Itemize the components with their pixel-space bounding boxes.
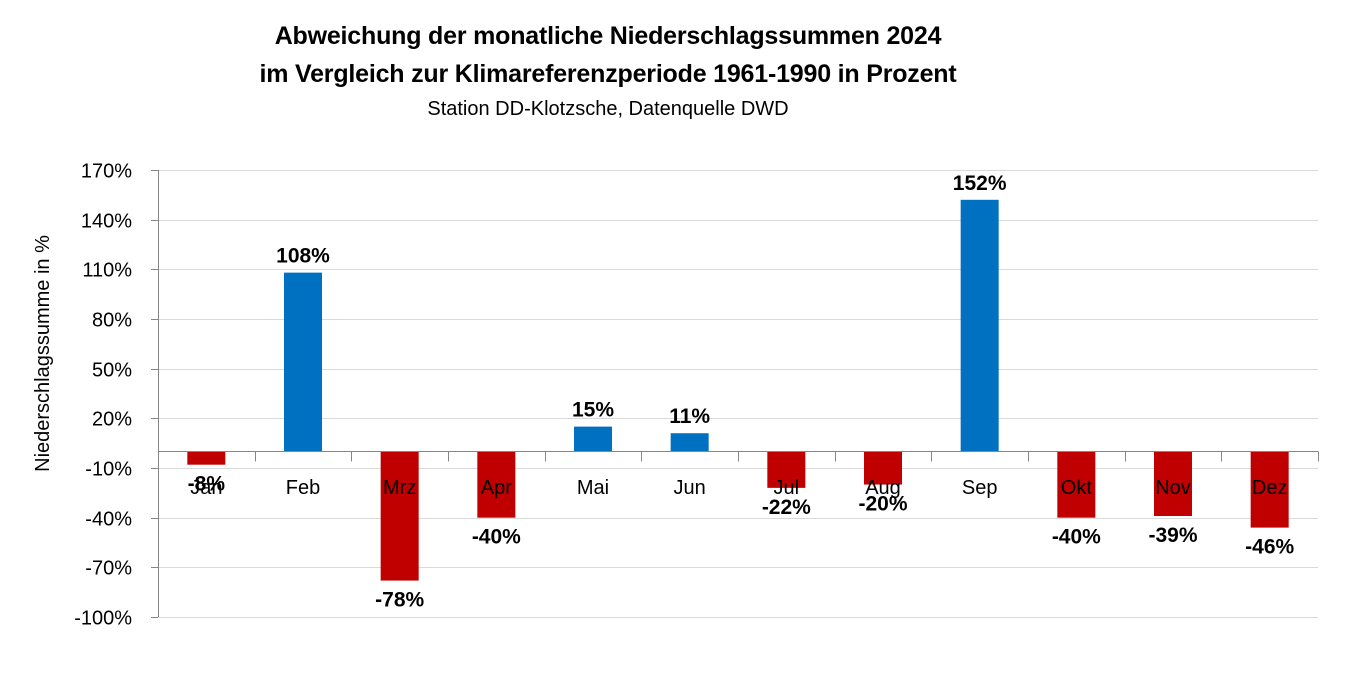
bar-mai <box>574 426 612 452</box>
chart-title: Abweichung der monatliche Niederschlagss… <box>274 22 942 50</box>
y-tick-label: 140% <box>81 211 132 233</box>
x-tick-label: Jun <box>674 477 706 499</box>
data-label: -40% <box>472 526 521 549</box>
bar-mrz <box>380 451 419 581</box>
data-label: 108% <box>276 245 330 268</box>
x-tick-label: Sep <box>962 477 998 499</box>
data-label: 15% <box>572 399 614 422</box>
x-tick-label: Mai <box>577 477 609 499</box>
data-label: -39% <box>1148 524 1197 547</box>
data-label: -20% <box>858 493 907 516</box>
data-label: -22% <box>762 496 811 519</box>
data-labels: -8% 108% -78% -40% 15% 11% -22% -20% 152% -40% -39… <box>188 172 1295 612</box>
y-tick-labels: 170% 140% 110% 80% 50% 20% -10% -40% -70% -100% <box>74 161 132 630</box>
data-label: 152% <box>953 172 1007 195</box>
chart-source-note: Station DD-Klotzsche, Datenquelle DWD <box>427 98 789 120</box>
chart-subtitle: im Vergleich zur Klimareferenzperiode 19… <box>259 60 957 88</box>
x-tick-label: Dez <box>1252 477 1288 499</box>
bar-jun <box>670 433 709 452</box>
x-tick-label: Nov <box>1155 477 1191 499</box>
data-label: -78% <box>375 589 424 612</box>
x-tick-label: Jan <box>190 477 222 499</box>
x-tick-label: Apr <box>481 477 512 499</box>
x-tick-label: Mrz <box>383 477 416 499</box>
data-label: -40% <box>1052 526 1101 549</box>
bar-jul <box>767 451 806 488</box>
y-tick-label: -70% <box>85 558 132 580</box>
x-tick-label: Aug <box>865 477 901 499</box>
data-label: -8% <box>188 473 226 496</box>
y-tick-label: 110% <box>82 260 132 282</box>
bar-okt <box>1057 451 1096 518</box>
axes <box>151 170 1319 618</box>
x-tick-label: Jul <box>774 477 800 499</box>
data-label: -46% <box>1245 536 1294 559</box>
bar-feb <box>284 272 322 452</box>
y-tick-label: -40% <box>85 509 132 531</box>
bar-apr <box>477 451 516 518</box>
bar-sep <box>960 199 999 452</box>
y-tick-label: 80% <box>92 310 132 332</box>
y-tick-label: -10% <box>85 459 132 481</box>
bar-nov <box>1154 451 1192 517</box>
x-tick-labels: Jan Feb Mrz Apr Mai Jun Jul Aug Sep Okt Nov Dez <box>190 477 1287 499</box>
y-axis-label: Niederschlagssumme in % <box>32 235 54 472</box>
x-tick-label: Feb <box>286 477 320 499</box>
bar-dez <box>1250 451 1289 528</box>
bar-jan <box>187 451 226 465</box>
x-tick-label: Okt <box>1061 477 1093 499</box>
bar-aug <box>864 451 902 485</box>
data-label: 11% <box>669 405 710 428</box>
y-tick-label: -100% <box>74 608 132 630</box>
y-tick-label: 50% <box>92 360 132 382</box>
gridlines <box>158 170 1318 618</box>
y-tick-label: 170% <box>81 161 132 183</box>
bars <box>187 199 1289 581</box>
y-tick-label: 20% <box>92 409 132 431</box>
